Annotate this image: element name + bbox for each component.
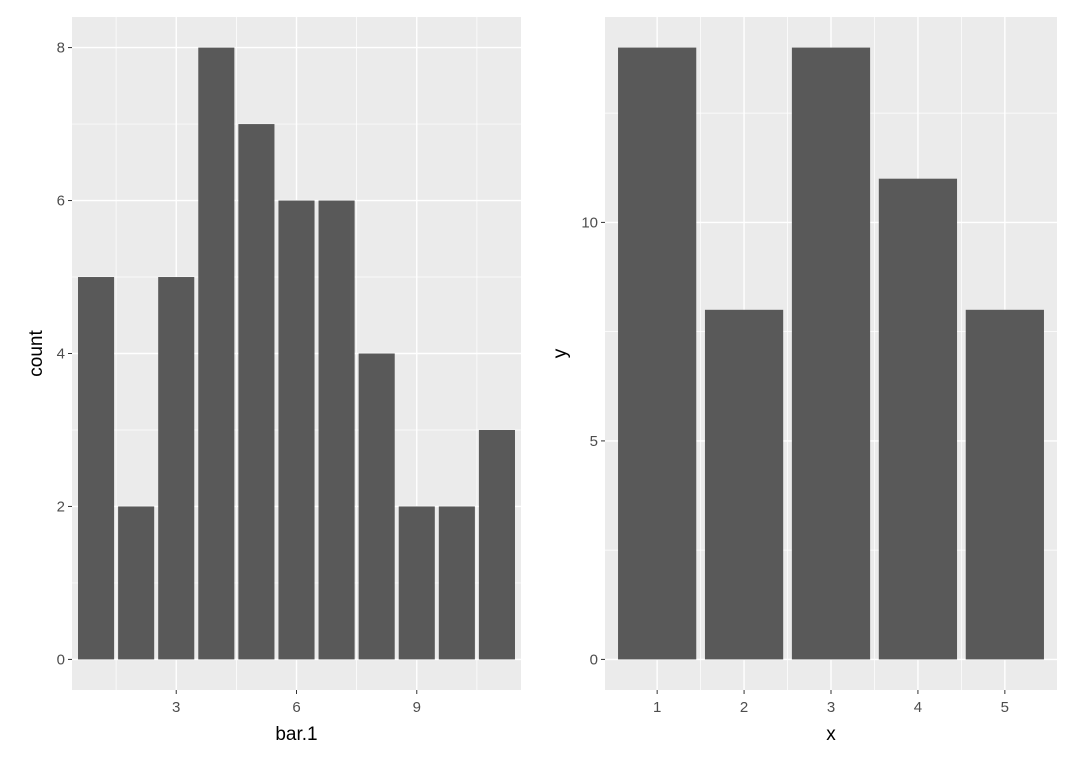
- y-tick-label: 6: [57, 193, 65, 210]
- y-axis-title: count: [26, 330, 47, 377]
- bar: [438, 506, 475, 660]
- bar: [618, 47, 697, 660]
- bar: [398, 506, 435, 660]
- bar: [478, 429, 515, 660]
- x-tick-label: 2: [740, 699, 748, 716]
- y-tick-label: 5: [590, 433, 598, 450]
- bar: [878, 178, 958, 660]
- bar: [965, 309, 1044, 660]
- x-axis-title: x: [826, 724, 836, 745]
- y-tick-label: 4: [57, 346, 65, 363]
- x-tick-label: 4: [914, 699, 922, 716]
- x-tick-label: 3: [827, 699, 835, 716]
- x-tick-label: 3: [172, 699, 180, 716]
- y-tick-label: 0: [57, 651, 65, 668]
- x-tick-label: 6: [292, 699, 300, 716]
- y-tick-label: 8: [57, 40, 65, 57]
- bar: [791, 47, 871, 660]
- bar-chart-panel: 0 5 10 1 2 3 4 5 x y: [550, 17, 1057, 745]
- y-tick-label: 0: [590, 651, 598, 668]
- y-tick-label: 10: [581, 214, 598, 231]
- bar: [238, 124, 275, 660]
- bar: [278, 200, 315, 660]
- y-tick-label: 2: [57, 498, 65, 515]
- bar: [704, 309, 784, 660]
- x-tick-label: 5: [1001, 699, 1009, 716]
- histogram-panel: 0 2 4 6 8 3 6 9 bar.1 count: [26, 17, 521, 745]
- x-tick-label: 1: [653, 699, 661, 716]
- bar: [198, 47, 235, 660]
- bar: [358, 353, 395, 660]
- y-axis-title: y: [550, 348, 571, 358]
- bar: [318, 200, 355, 660]
- bar: [78, 277, 115, 660]
- x-tick-label: 9: [413, 699, 421, 716]
- bar: [118, 506, 155, 660]
- x-axis-title: bar.1: [275, 724, 317, 745]
- bar: [158, 277, 195, 660]
